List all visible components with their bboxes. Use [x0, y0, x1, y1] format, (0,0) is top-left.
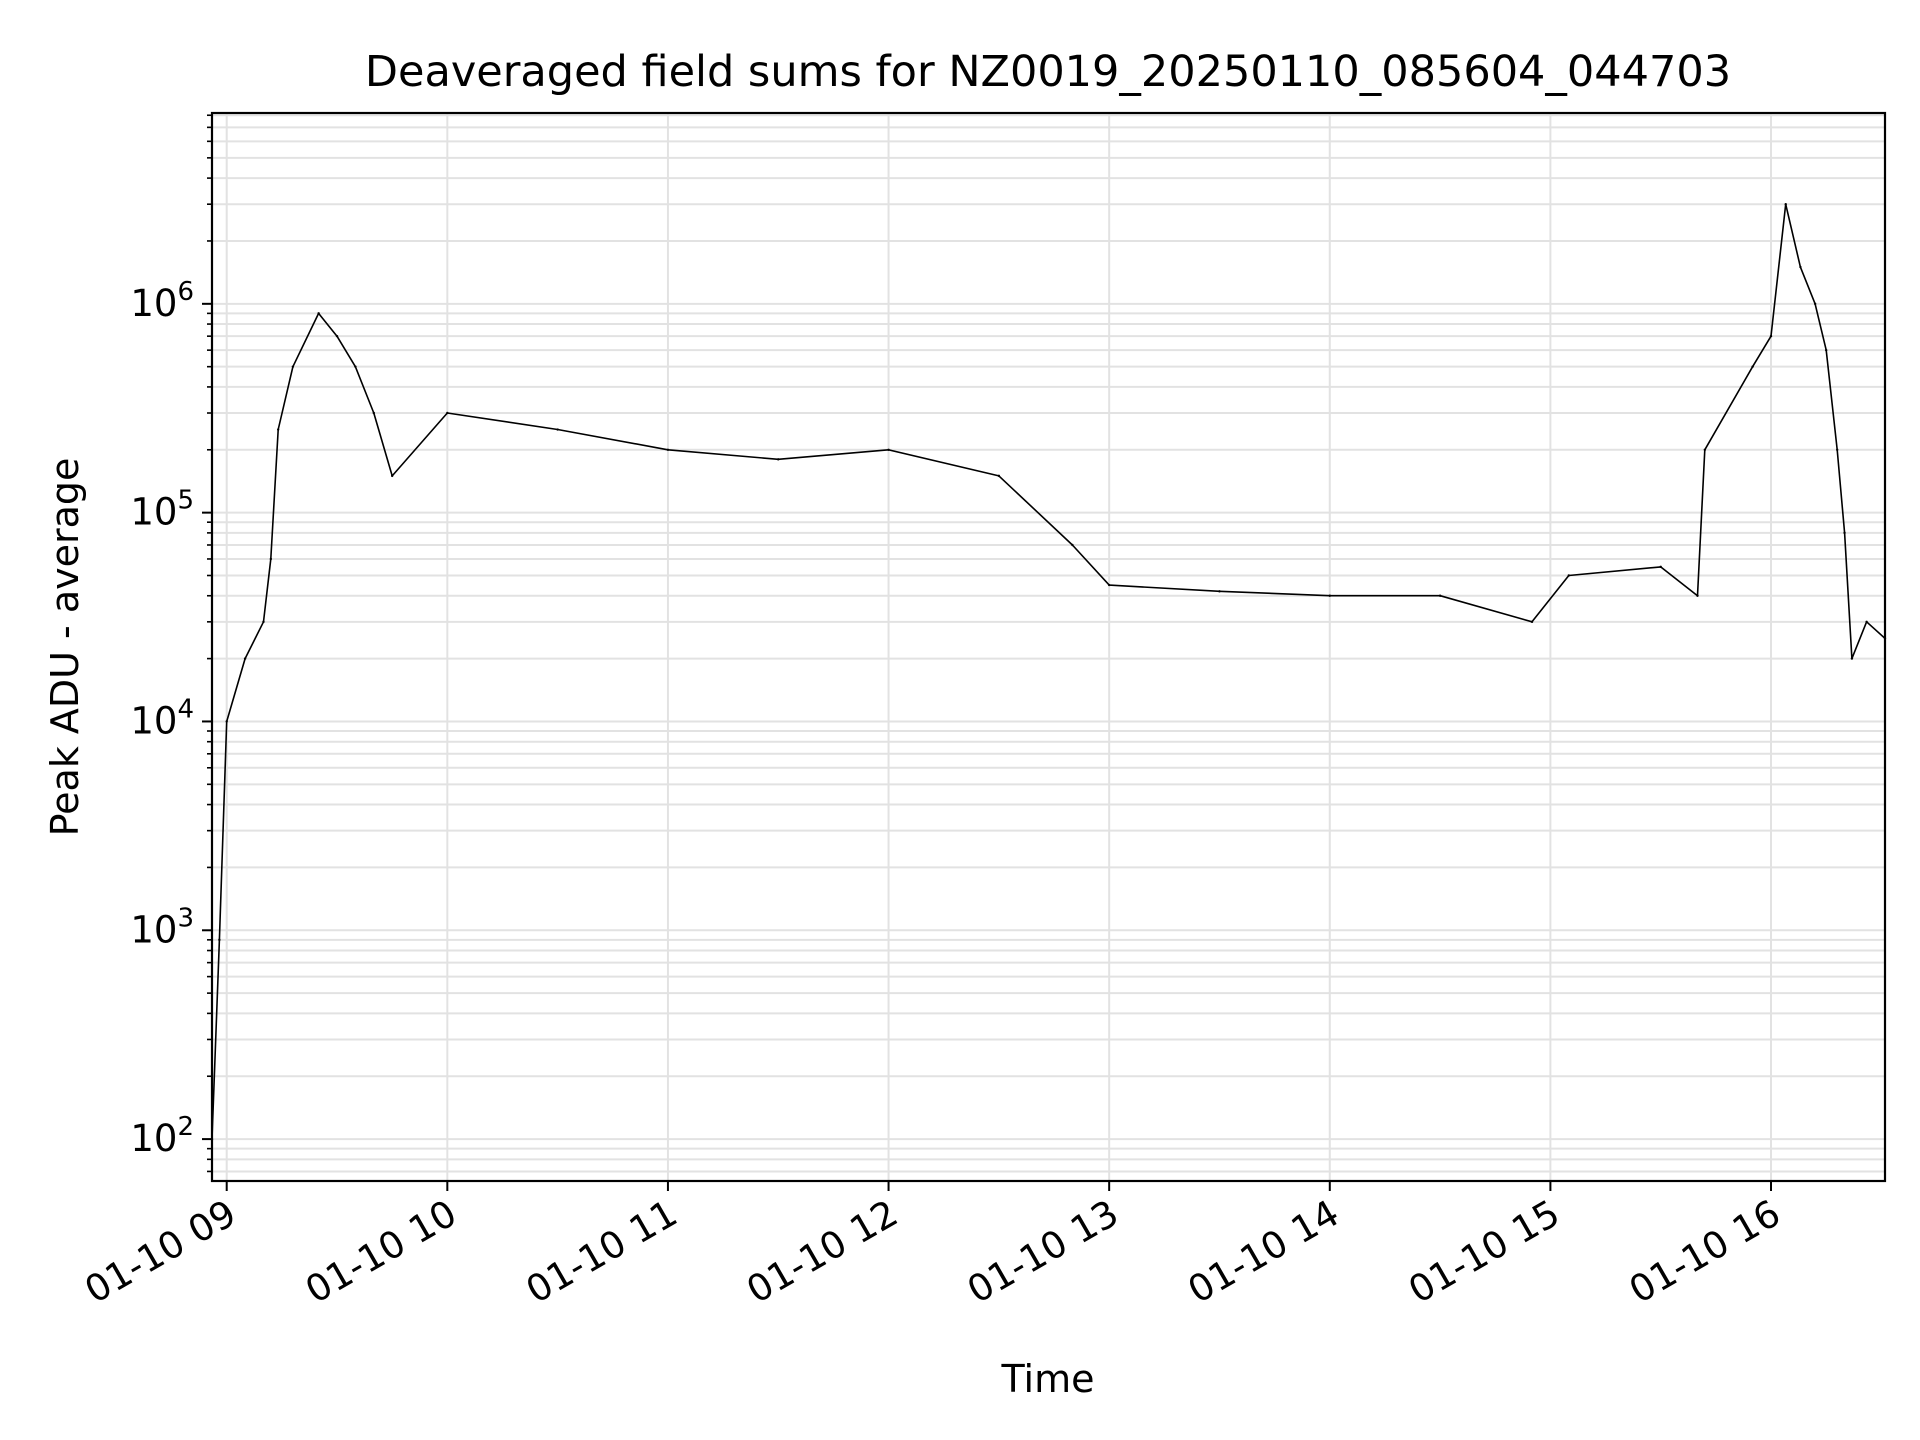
y-tick-base: 10 — [130, 282, 177, 325]
data-point — [1328, 594, 1331, 597]
y-tick-label: 103 — [130, 903, 194, 951]
grid — [212, 113, 1885, 1181]
data-point — [1799, 265, 1802, 269]
data-point — [1107, 583, 1111, 587]
data-point — [390, 474, 394, 478]
data-point — [1843, 531, 1846, 535]
data-point — [887, 448, 890, 451]
chart-title: Deaveraged field sums for NZ0019_2025011… — [365, 47, 1731, 97]
data-point — [1530, 620, 1534, 624]
data-point — [1218, 590, 1221, 593]
series-line-layer — [210, 202, 1887, 1141]
plot-frame — [210, 111, 1887, 1183]
data-point — [1784, 202, 1787, 206]
y-tick-exponent: 6 — [177, 277, 194, 307]
y-tick-exponent: 5 — [177, 486, 194, 516]
x-axis-label: Time — [1001, 1357, 1095, 1401]
data-point — [1813, 302, 1817, 306]
data-point — [225, 720, 228, 723]
data-point — [243, 657, 247, 660]
y-tick-base: 10 — [130, 1117, 177, 1160]
data-point — [1438, 594, 1442, 597]
data-point — [556, 428, 559, 431]
data-point — [1865, 620, 1868, 624]
data-point — [291, 365, 295, 368]
y-tick-base: 10 — [130, 908, 177, 951]
data-point — [446, 411, 449, 415]
y-tick-exponent: 2 — [177, 1112, 194, 1142]
data-point — [1824, 348, 1828, 352]
data-point — [1567, 574, 1570, 577]
data-point — [317, 312, 320, 315]
y-tick-label: 104 — [130, 694, 194, 742]
axis-ticks — [202, 114, 1773, 1191]
data-point — [777, 458, 780, 461]
y-tick-label: 102 — [130, 1112, 194, 1160]
y-tick-base: 10 — [130, 491, 177, 534]
y-tick-base: 10 — [130, 699, 177, 742]
data-point — [1769, 334, 1773, 338]
data-point — [1751, 365, 1754, 368]
data-point — [1696, 594, 1699, 597]
data-point — [276, 428, 280, 431]
data-point — [354, 365, 357, 368]
data-point — [1836, 448, 1839, 451]
data-point — [1659, 565, 1662, 569]
y-axis-label: Peak ADU - average — [43, 458, 87, 837]
data-point — [218, 938, 221, 942]
y-tick-exponent: 3 — [177, 903, 194, 933]
data-point — [335, 334, 339, 338]
series-line — [211, 203, 1886, 1140]
y-tick-exponent: 4 — [177, 694, 194, 724]
data-point — [1703, 448, 1707, 451]
y-tick-label: 105 — [130, 486, 194, 534]
data-point — [997, 474, 1001, 478]
data-point — [372, 411, 375, 415]
data-point — [666, 448, 670, 451]
data-point — [269, 557, 273, 561]
data-point — [1071, 543, 1074, 547]
data-point — [1850, 657, 1854, 660]
data-point — [262, 620, 265, 624]
y-tick-label: 106 — [130, 277, 194, 325]
